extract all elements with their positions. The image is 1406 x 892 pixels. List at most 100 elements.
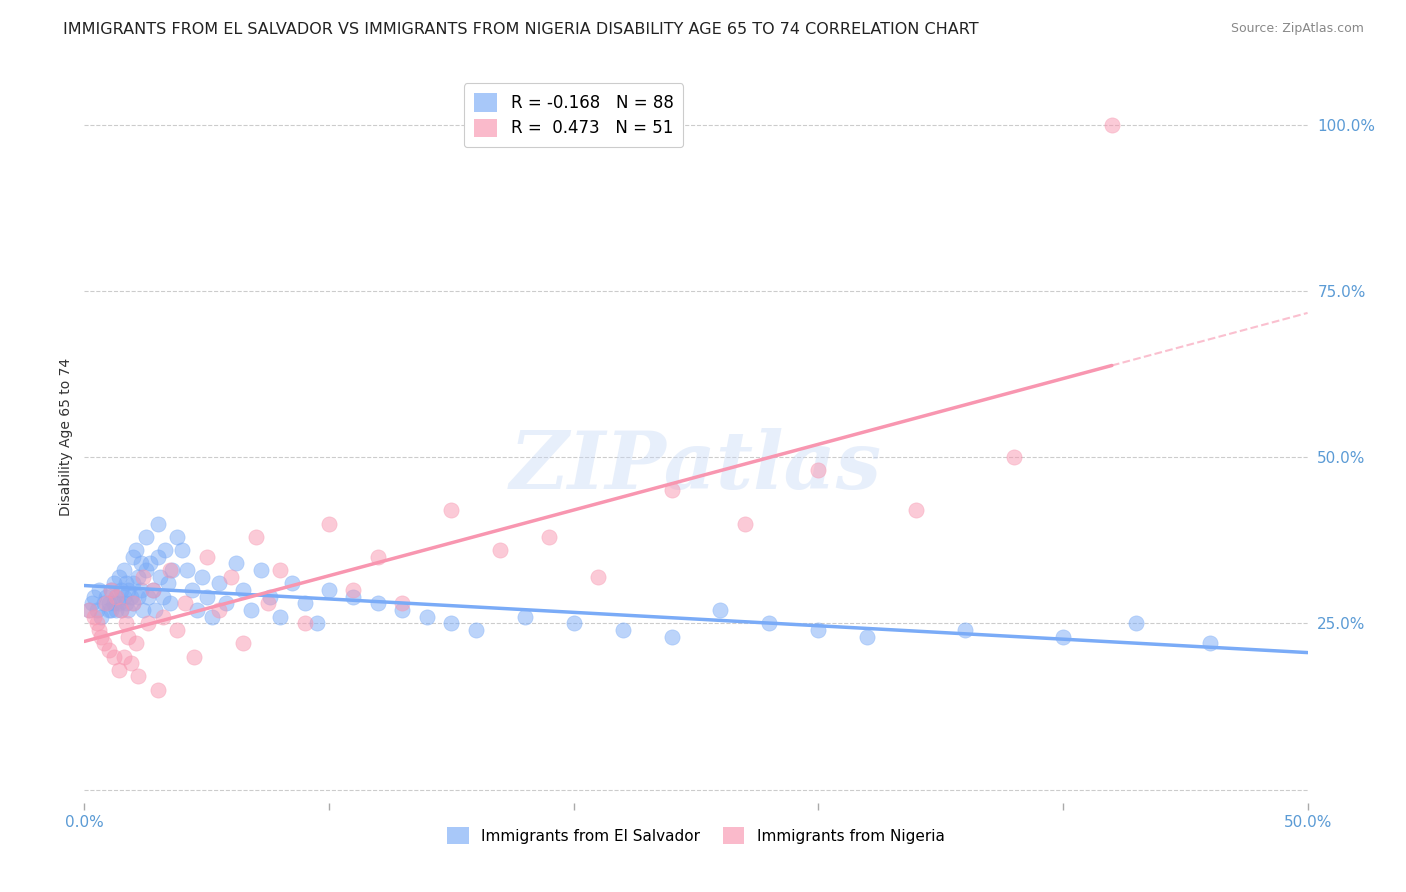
Point [125,543,148,558]
Point [162,563,184,577]
Point [139,557,162,571]
Point [146,516,169,531]
Text: Source: ZipAtlas.com: Source: ZipAtlas.com [1230,22,1364,36]
Point [77,603,100,617]
Point [83,609,105,624]
Point [122,596,145,610]
Point [269,563,291,577]
Point [186,603,208,617]
Point [152,590,174,604]
Point [132,570,155,584]
Point [416,609,439,624]
Point [905,503,928,517]
Point [87,623,110,637]
Point [464,623,486,637]
Point [80,596,103,610]
Point [110,582,132,597]
Point [709,603,731,617]
Point [103,576,125,591]
Point [856,630,879,644]
Point [110,603,132,617]
Point [122,549,145,564]
Point [96,596,118,610]
Point [183,649,205,664]
Point [86,616,108,631]
Point [257,596,280,610]
Point [440,503,463,517]
Point [120,656,142,670]
Point [661,630,683,644]
Point [342,582,364,597]
Point [440,616,463,631]
Y-axis label: Disability Age 65 to 74: Disability Age 65 to 74 [59,358,73,516]
Point [105,603,128,617]
Point [807,463,830,477]
Point [281,576,304,591]
Point [661,483,683,498]
Point [149,570,172,584]
Point [166,623,188,637]
Point [97,643,120,657]
Point [127,590,149,604]
Point [115,616,138,631]
Point [342,590,364,604]
Point [176,563,198,577]
Point [129,557,152,571]
Point [100,603,122,617]
Point [195,549,218,564]
Point [115,576,138,591]
Point [367,549,389,564]
Point [97,603,120,617]
Point [294,596,316,610]
Point [245,530,267,544]
Text: IMMIGRANTS FROM EL SALVADOR VS IMMIGRANTS FROM NIGERIA DISABILITY AGE 65 TO 74 C: IMMIGRANTS FROM EL SALVADOR VS IMMIGRANT… [63,22,979,37]
Point [219,570,242,584]
Point [1052,630,1074,644]
Point [489,543,512,558]
Point [249,563,271,577]
Point [181,582,204,597]
Point [103,649,125,664]
Point [1002,450,1025,464]
Point [83,590,105,604]
Point [122,596,145,610]
Point [127,570,149,584]
Point [120,590,142,604]
Point [127,669,149,683]
Point [100,582,122,597]
Point [112,590,135,604]
Point [173,596,195,610]
Point [195,590,218,604]
Legend: Immigrants from El Salvador, Immigrants from Nigeria: Immigrants from El Salvador, Immigrants … [441,822,950,850]
Point [146,682,169,697]
Point [538,530,561,544]
Point [208,603,231,617]
Point [172,543,194,558]
Point [93,596,115,610]
Point [117,582,139,597]
Point [142,582,165,597]
Point [125,636,148,650]
Point [215,596,238,610]
Point [107,663,129,677]
Point [153,543,176,558]
Text: ZIPatlas: ZIPatlas [510,427,882,505]
Point [132,603,155,617]
Point [105,590,128,604]
Point [100,582,122,597]
Point [152,609,174,624]
Point [239,603,262,617]
Point [107,570,129,584]
Point [159,596,181,610]
Point [225,557,247,571]
Point [1101,118,1123,132]
Point [318,582,340,597]
Point [112,563,135,577]
Point [87,582,110,597]
Point [156,576,179,591]
Point [96,590,118,604]
Point [259,590,281,604]
Point [146,549,169,564]
Point [143,603,166,617]
Point [110,603,132,617]
